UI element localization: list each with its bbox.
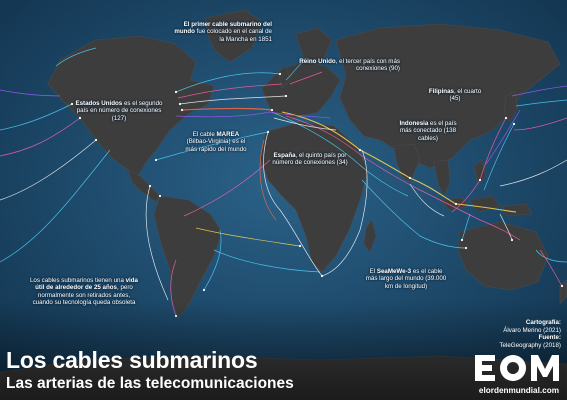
source-value: TeleGeography (2018)	[499, 341, 561, 349]
annotation-uk: Reino Unido, el tercer país con más cone…	[299, 58, 400, 73]
japan	[503, 91, 519, 123]
cartography-label: Cartografía:	[525, 319, 561, 326]
north-america	[47, 35, 215, 177]
site-url: elordenmundial.com	[478, 386, 559, 395]
indochina	[433, 159, 451, 197]
annotation-indonesia: Indonesia es el país más conectado (138 …	[399, 120, 457, 142]
source-label: Fuente:	[538, 334, 561, 342]
britain	[277, 65, 291, 89]
annotation-spain: España, el quinto país por número de con…	[272, 152, 348, 167]
central-america	[127, 169, 161, 203]
australia	[457, 221, 549, 291]
annotation-marea: El cable MAREA (Bilbao-Virginia) es el m…	[185, 131, 247, 153]
cable-network	[0, 47, 567, 317]
annotation-lifespan: Los cables submarinos tienen una vida út…	[29, 277, 138, 307]
india	[393, 143, 421, 183]
africa	[259, 121, 369, 273]
eom-logo	[475, 355, 559, 381]
page-subtitle: Las arterias de las telecomunicaciones	[6, 375, 294, 392]
cartography-value: Álvaro Merino (2021)	[503, 326, 561, 334]
credits: Cartografía: Álvaro Merino (2021) Fuente…	[499, 319, 561, 349]
asia	[335, 23, 561, 169]
bottom-shade	[0, 300, 567, 400]
scandinavia	[295, 27, 333, 63]
annotation-seamewe3: El SeaMeWe-3 es el cable más largo del m…	[365, 268, 447, 290]
page-title: Los cables submarinos	[6, 347, 258, 373]
annotation-first-cable: El primer cable submarino del mundo fue …	[174, 21, 272, 43]
annotation-philippines: Filipinas, el cuarto (45)	[428, 88, 482, 103]
madagascar	[363, 219, 377, 253]
greenland	[204, 9, 263, 63]
annotation-usa: Estados Unidos es el segundo país en núm…	[75, 100, 163, 122]
